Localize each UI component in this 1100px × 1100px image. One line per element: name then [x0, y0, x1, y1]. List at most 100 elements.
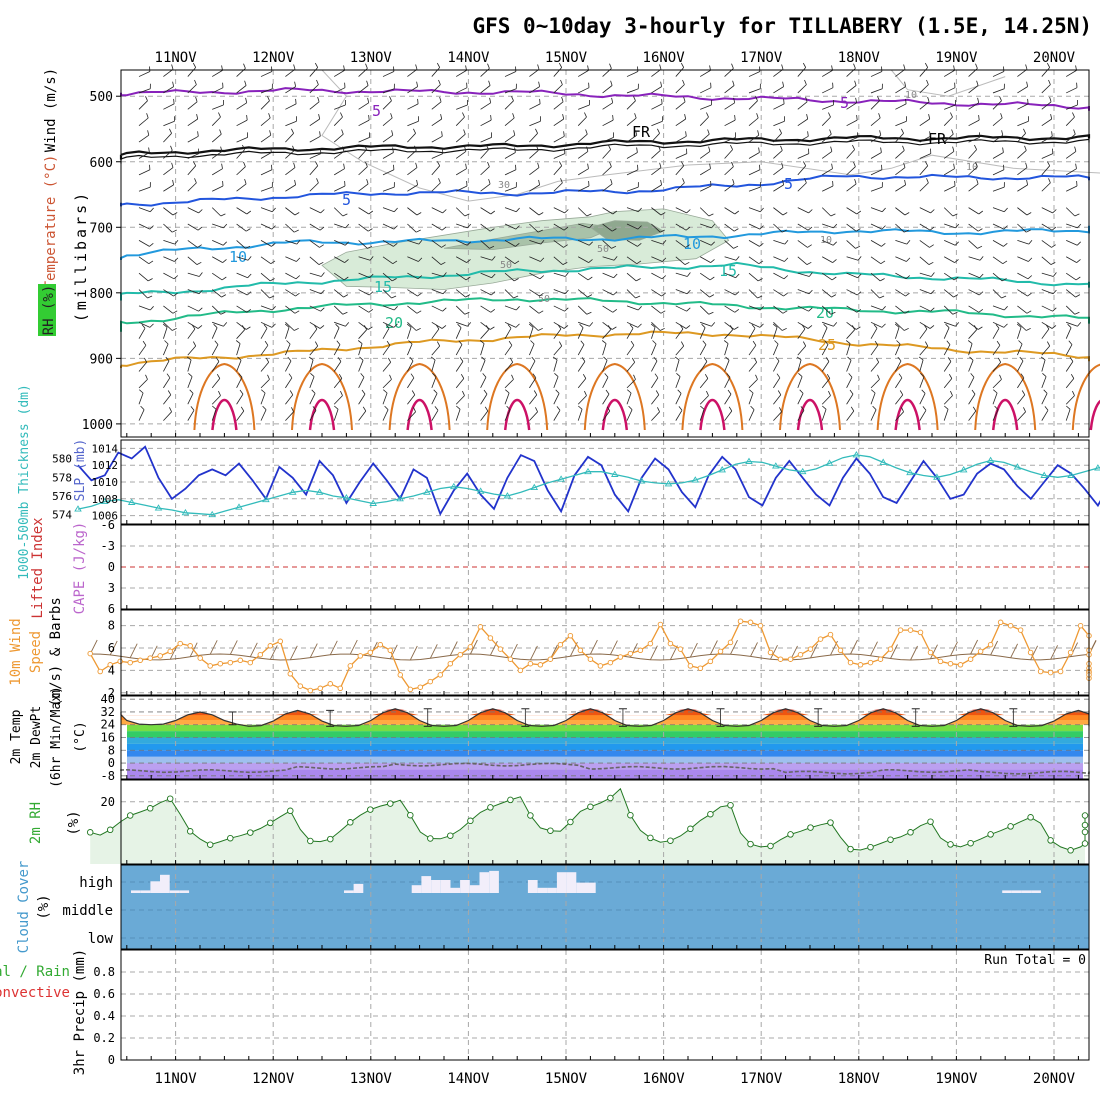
rh-point — [767, 842, 774, 850]
wind-barb-flag — [173, 98, 175, 104]
wind-barb-flag — [759, 242, 764, 247]
wind-barb-flag — [166, 373, 171, 379]
wind-barb-flag — [222, 241, 227, 246]
wind-barb — [675, 153, 687, 159]
wind-barb — [919, 328, 928, 339]
wind-barb-flag — [436, 62, 441, 68]
wind-speed-point — [977, 648, 984, 655]
wind-barb-flag — [291, 128, 294, 134]
wind-barb — [236, 240, 246, 249]
wind-barb — [187, 240, 198, 248]
wind-barb-flag — [709, 294, 715, 298]
wind-barb — [138, 207, 151, 213]
wind-barb — [944, 87, 956, 94]
rh-point — [467, 817, 474, 825]
wind-barb — [822, 87, 834, 94]
wind-barb — [675, 135, 687, 143]
wind-barb-flag — [287, 356, 292, 362]
wind-barb — [553, 376, 559, 388]
wind-barb-flag — [555, 389, 560, 394]
precip-label-2: Convective — [0, 985, 70, 1001]
wind-barb-flag — [237, 356, 242, 361]
wind-barb-flag — [538, 212, 544, 216]
rh-point — [1067, 847, 1074, 854]
wind-barb-flag — [701, 323, 706, 328]
wind-barb-flag — [804, 178, 807, 184]
wind-barb-flag — [391, 130, 394, 136]
wind-barb — [138, 392, 144, 405]
wind-barb — [333, 409, 339, 421]
wind-barb — [870, 289, 880, 299]
wind-barb — [773, 150, 783, 159]
wind10m-barb — [429, 644, 438, 659]
wind-barb — [846, 240, 856, 249]
wind-barb — [968, 410, 977, 421]
wind-barb — [358, 85, 369, 94]
wind-barb-flag — [952, 213, 958, 217]
wind-barb-flag — [150, 207, 154, 212]
temp-color-band — [127, 756, 1083, 764]
wind-barb-flag — [272, 207, 276, 212]
panel-frame-precip — [120, 949, 1090, 1061]
wind-barb-flag — [214, 340, 219, 345]
wind-barb — [797, 345, 807, 356]
wind-barb — [992, 186, 1005, 192]
wind-barb — [846, 360, 852, 372]
wind-barb — [846, 305, 858, 313]
wind-barb — [675, 101, 686, 110]
wind-barb-flag — [1004, 306, 1008, 311]
wind-speed-point — [727, 639, 734, 646]
wind-barb-flag — [723, 340, 729, 344]
wind-barb — [358, 166, 368, 176]
wind-barb-flag — [702, 340, 707, 345]
wind-barb-flag — [169, 407, 172, 412]
wind-barb — [626, 134, 638, 143]
wind-barb-flag — [929, 244, 934, 248]
wind-barb — [773, 394, 782, 405]
temp-label-3: (6hr Min/Max) — [49, 686, 64, 788]
wind-barb — [211, 361, 220, 372]
rh2m-unit: (%) — [66, 810, 82, 835]
wind-barb-flag — [194, 178, 197, 184]
wind-barb-flag — [685, 325, 691, 329]
surface-heating-contour — [974, 362, 1037, 431]
wind-barb-flag — [881, 242, 886, 247]
millibars-label: (millibars) — [72, 190, 90, 322]
wind-barb-flag — [758, 260, 764, 265]
wind-barb — [285, 322, 295, 331]
wind-barb-flag — [1001, 295, 1007, 299]
pressure-tick-label: 600 — [90, 156, 113, 171]
wind-barb-flag — [953, 294, 959, 298]
wind-barb — [602, 377, 609, 389]
wind-barb — [870, 71, 883, 77]
wind-barb-flag — [1002, 147, 1004, 153]
wind-barb — [553, 240, 564, 248]
wind-barb — [553, 256, 564, 265]
wind-speed-point — [327, 681, 334, 687]
wind-barb-flag — [758, 278, 763, 282]
thickness-marker — [906, 468, 914, 476]
wind-barb-flag — [874, 340, 879, 346]
wind-barb-flag — [418, 257, 423, 262]
wind10m-barb — [389, 644, 398, 660]
wind-barb-flag — [235, 340, 241, 344]
wind-barb — [480, 410, 489, 421]
wind-barb — [529, 86, 540, 94]
wind-barb-flag — [881, 323, 886, 328]
contour-label-p10b: 10 — [683, 235, 701, 253]
rh-point — [867, 843, 874, 851]
wind-barb-flag — [871, 389, 876, 394]
wind-barb — [553, 410, 561, 421]
wind-barb-flag — [782, 327, 787, 331]
wind-barb-flag — [997, 357, 1002, 363]
rh-point — [387, 800, 394, 807]
wind-barb — [626, 100, 636, 110]
wind-speed-point — [937, 658, 944, 665]
wind-barb — [309, 84, 319, 94]
rh-point — [907, 829, 914, 836]
wind-barb-flag — [657, 407, 660, 412]
wind-barb — [358, 223, 369, 232]
wind-barb-flag — [221, 276, 227, 281]
wind-barb-flag — [172, 212, 178, 216]
wind-barb — [821, 116, 831, 126]
